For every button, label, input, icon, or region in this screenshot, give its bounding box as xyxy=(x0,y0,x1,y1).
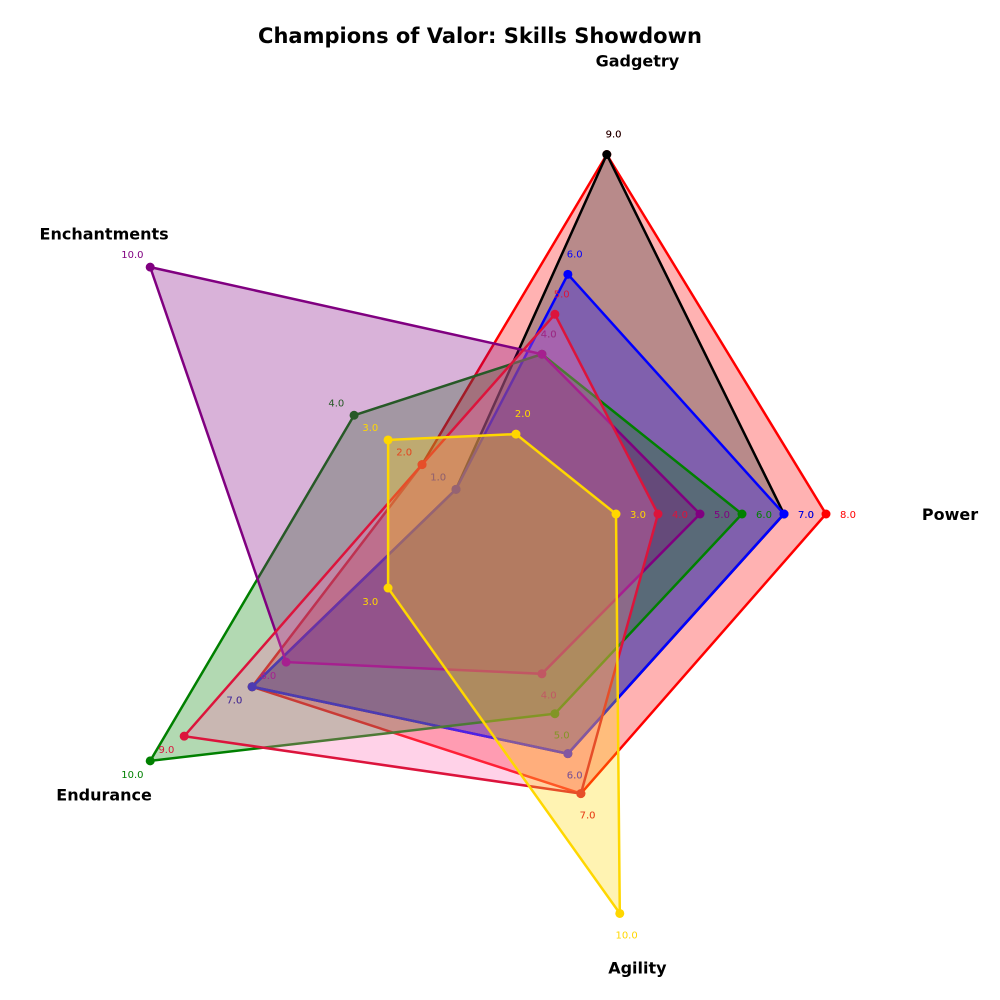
axis-label-gadgetry: Gadgetry xyxy=(596,51,680,70)
data-point xyxy=(451,484,461,494)
data-label: 1.0 xyxy=(430,472,446,483)
series-area xyxy=(252,154,785,754)
data-point xyxy=(563,749,573,759)
data-label: 3.0 xyxy=(630,510,646,521)
data-point xyxy=(779,509,789,519)
data-point xyxy=(247,682,257,692)
series-line xyxy=(148,265,702,676)
data-label: 5.0 xyxy=(714,510,730,521)
data-label: 9.0 xyxy=(158,745,174,756)
data-point xyxy=(281,657,291,667)
data-point xyxy=(550,309,560,319)
axis-label-agility: Agility xyxy=(608,959,667,978)
series-line xyxy=(147,352,744,763)
data-label: 4.0 xyxy=(541,329,557,340)
data-label: 4.0 xyxy=(541,329,557,340)
data-point xyxy=(615,908,625,918)
data-label: 7.0 xyxy=(226,696,242,707)
series-area xyxy=(388,434,620,914)
data-label: 7.0 xyxy=(798,510,814,521)
data-label: 3.0 xyxy=(362,597,378,608)
data-point xyxy=(417,460,427,470)
data-point xyxy=(550,709,560,719)
series-6: 3.0 2.0 3.0 3.0 10.0 xyxy=(362,409,646,941)
data-label: 2.0 xyxy=(396,448,412,459)
series-area xyxy=(252,274,785,754)
data-label: 6.0 xyxy=(260,671,276,682)
data-label: 7.0 xyxy=(798,510,814,521)
data-point xyxy=(695,509,705,519)
data-point xyxy=(537,669,547,679)
data-label: 3.0 xyxy=(362,423,378,434)
data-label: 4.0 xyxy=(541,691,557,702)
series-area xyxy=(150,354,742,761)
series-area xyxy=(252,154,827,794)
data-label: 8.0 xyxy=(840,510,856,521)
axis-label-enchantments: Enchantments xyxy=(40,225,169,244)
data-label: 4.0 xyxy=(328,398,344,409)
data-label: 5.0 xyxy=(554,289,570,300)
axis-labels: Power Gadgetry Enchantments Endurance Agilit… xyxy=(40,51,979,977)
data-label: 6.0 xyxy=(756,510,772,521)
data-label: 7.0 xyxy=(226,696,242,707)
axis-label-endurance: Endurance xyxy=(56,785,152,804)
data-label: 7.0 xyxy=(226,696,242,707)
data-point xyxy=(563,269,573,279)
data-point xyxy=(511,429,521,439)
data-label: 5.0 xyxy=(554,731,570,742)
series-line xyxy=(181,312,660,795)
data-label: 2.0 xyxy=(396,448,412,459)
axis-label-power: Power xyxy=(922,505,978,524)
data-label: 2.0 xyxy=(515,409,531,420)
data-label: 9.0 xyxy=(606,130,622,141)
data-label: 6.0 xyxy=(567,249,583,260)
series-layer: 8.09.02.07.07.07.09.01.07.06.07.06.01.07… xyxy=(121,130,856,942)
data-label: 10.0 xyxy=(121,770,143,781)
series-5: 4.0 5.0 2.0 9.0 7.0 xyxy=(158,289,688,821)
data-label: 4.0 xyxy=(672,510,688,521)
data-point xyxy=(737,509,747,519)
data-point xyxy=(349,410,359,420)
series-line xyxy=(386,432,622,918)
data-point xyxy=(145,262,155,272)
data-label: 6.0 xyxy=(567,771,583,782)
data-point xyxy=(145,756,155,766)
series-line xyxy=(250,152,828,796)
series-area xyxy=(184,314,658,794)
data-label: 10.0 xyxy=(121,250,143,261)
data-point xyxy=(179,731,189,741)
data-label: 1.0 xyxy=(430,472,446,483)
data-label: 9.0 xyxy=(606,130,622,141)
data-label: 10.0 xyxy=(615,930,637,941)
data-point xyxy=(602,150,612,160)
data-point xyxy=(383,583,393,593)
data-point xyxy=(611,509,621,519)
chart-title: Champions of Valor: Skills Showdown xyxy=(258,24,702,48)
data-point xyxy=(383,435,393,445)
data-point xyxy=(537,349,547,359)
data-label: 7.0 xyxy=(580,811,596,822)
data-point xyxy=(821,509,831,519)
data-label: 7.0 xyxy=(580,811,596,822)
data-point xyxy=(653,509,663,519)
series-area xyxy=(150,267,700,674)
data-point xyxy=(576,789,586,799)
series-3: 6.0 4.0 4.0 10.0 5.0 xyxy=(121,329,772,781)
series-4: 5.0 4.0 10.0 6.0 4.0 xyxy=(121,250,730,702)
data-label: 6.0 xyxy=(567,771,583,782)
